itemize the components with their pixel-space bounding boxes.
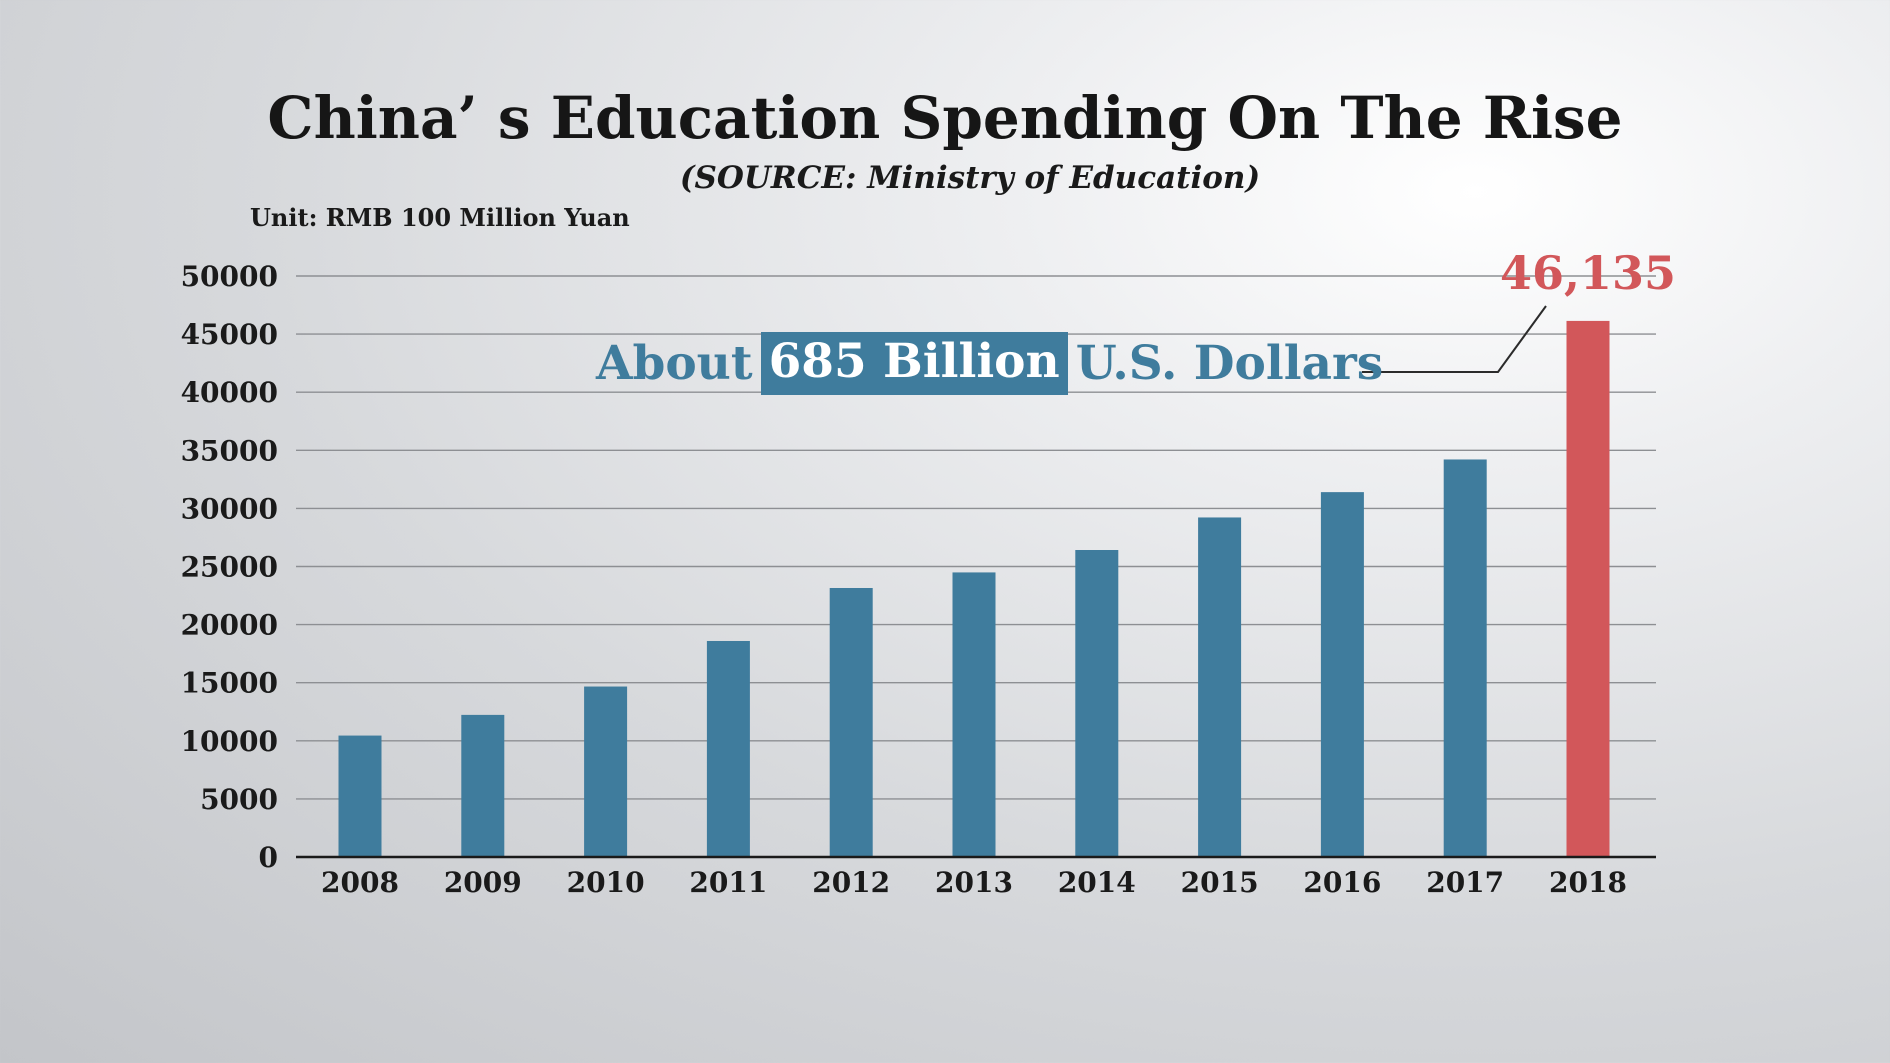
bar-2011 <box>706 640 750 857</box>
bar-2008 <box>338 735 382 857</box>
x-tick-label: 2016 <box>1303 866 1381 899</box>
y-tick-label: 5000 <box>200 783 278 816</box>
unit-label: Unit: RMB 100 Million Yuan <box>250 203 630 232</box>
y-tick-label: 25000 <box>181 551 278 584</box>
y-tick-label: 50000 <box>181 260 278 293</box>
x-tick-label: 2017 <box>1426 866 1504 899</box>
bar-2014 <box>1075 549 1119 857</box>
bar-2013 <box>952 572 996 857</box>
y-tick-label: 35000 <box>181 434 278 467</box>
y-tick-label: 0 <box>259 841 278 874</box>
x-tick-label: 2013 <box>935 866 1013 899</box>
x-tick-label: 2008 <box>321 866 399 899</box>
y-tick-label: 45000 <box>181 318 278 351</box>
bars <box>338 320 1610 858</box>
callout-annotation: About 685 Billion U.S. Dollars <box>596 330 1383 396</box>
callout-leader-line <box>1362 305 1547 373</box>
callout-prefix: About <box>596 335 753 391</box>
x-tick-label: 2009 <box>444 866 522 899</box>
bar-2016 <box>1320 492 1364 857</box>
y-tick-label: 40000 <box>181 376 278 409</box>
chart-subtitle: (SOURCE: Ministry of Education) <box>679 160 1261 196</box>
callout-suffix: U.S. Dollars <box>1075 335 1384 391</box>
chart-title: China’ s Education Spending On The Rise <box>267 84 1623 152</box>
y-tick-label: 30000 <box>181 492 278 525</box>
x-tick-label: 2015 <box>1181 866 1259 899</box>
callout-highlight: 685 Billion <box>760 331 1068 395</box>
bar-2017 <box>1443 459 1487 857</box>
y-tick-label: 15000 <box>181 667 278 700</box>
x-tick-label: 2010 <box>567 866 645 899</box>
bar-2018 <box>1566 320 1610 858</box>
x-tick-label: 2014 <box>1058 866 1136 899</box>
highlight-value-label: 46,135 <box>1500 246 1677 300</box>
y-axis-ticks: 0 5000 10000 15000 20000 25000 30000 35000 40000… <box>181 260 278 874</box>
bar-2012 <box>829 587 873 857</box>
bar-2015 <box>1198 517 1242 857</box>
x-tick-label: 2011 <box>689 866 767 899</box>
bar-2010 <box>584 686 628 857</box>
y-tick-label: 10000 <box>181 725 278 758</box>
x-tick-label: 2018 <box>1549 866 1627 899</box>
x-axis-ticks: 2008 2009 2010 2011 2012 2013 2014 2015 2016 2017… <box>321 866 1627 899</box>
bar-2009 <box>461 714 505 857</box>
y-tick-label: 20000 <box>181 609 278 642</box>
x-tick-label: 2012 <box>812 866 890 899</box>
